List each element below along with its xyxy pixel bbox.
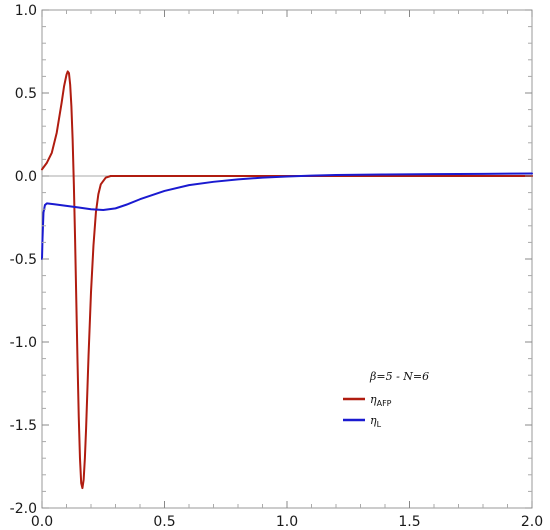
legend-label: ηAFP [370,393,392,408]
series-line-eta-afp [41,70,533,490]
series-layer [41,70,533,490]
y-tick-label: -2.0 [10,501,37,517]
x-tick-label: 2.0 [521,514,543,530]
legend: β=5 - N=6 ηAFP ηL [343,370,429,429]
y-tick-label: -1.5 [10,418,37,434]
legend-label: ηL [370,414,382,429]
x-tick-label: 0.0 [31,514,53,530]
y-tick-label: 1.0 [15,3,37,19]
y-tick-label: -1.0 [10,335,37,351]
series-line-eta-l [41,172,533,260]
x-tick-label: 1.5 [398,514,420,530]
plot-border [41,9,533,509]
y-tick-label: -0.5 [10,252,37,268]
x-tick-label: 1.0 [276,514,298,530]
legend-label-subscript: AFP [377,399,392,408]
plot-frame [41,9,533,509]
legend-header: β=5 - N=6 [369,370,429,383]
x-tick-label: 0.5 [153,514,175,530]
axis-ticks: 1.00.50.0-0.5-1.0-1.5-2.00.0 0.5 1.0 1.5 2.0 [10,3,543,530]
y-tick-label: 0.0 [15,169,37,185]
legend-label-subscript: L [377,420,382,429]
y-tick-label: 0.5 [15,86,37,102]
